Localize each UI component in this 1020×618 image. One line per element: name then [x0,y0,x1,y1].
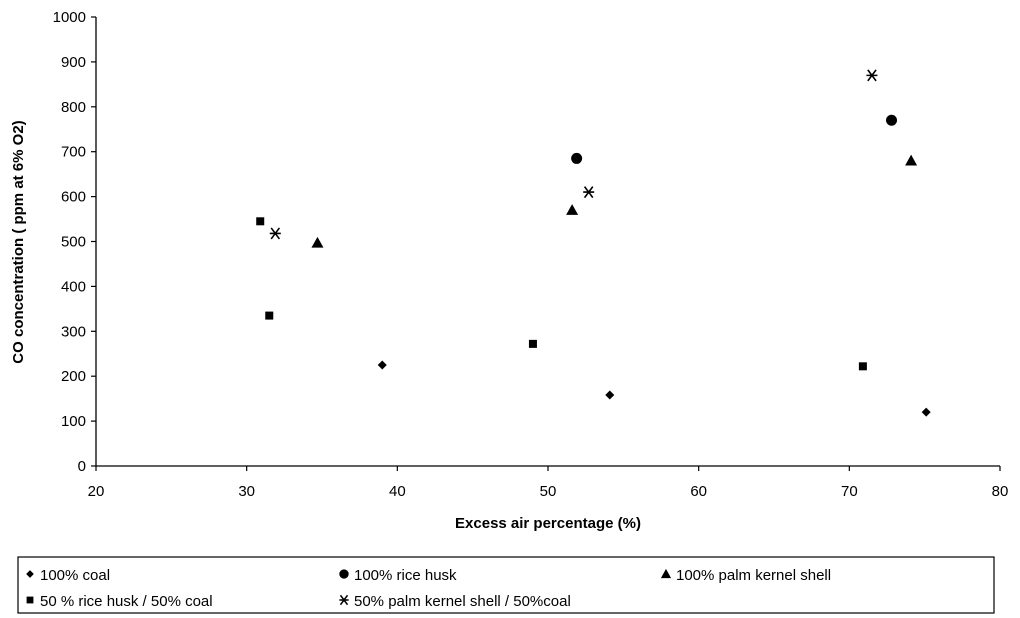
legend-label-0: 100% coal [40,567,110,584]
x-tick-label: 30 [238,483,255,500]
data-point-series-0-1 [605,390,615,400]
data-points [256,69,931,417]
y-tick-label: 400 [61,278,86,295]
data-point-series-0-2 [921,407,931,417]
y-axis-label: CO concentration ( ppm at 6% O2) [10,120,27,363]
y-axis-ticks: 0 100 200 300 400 500 600 700 800 900 1000 [53,9,96,475]
x-tick-label: 20 [88,483,105,500]
legend-label-2: 100% palm kernel shell [676,567,831,584]
y-tick-label: 500 [61,234,86,251]
y-tick-label: 200 [61,368,86,385]
legend-marker-2 [660,568,672,579]
legend-label-3: 50 % rice husk / 50% coal [40,593,213,610]
data-point-series-4-2 [866,69,878,82]
data-point-series-3-0 [256,217,265,226]
data-point-series-1-1 [886,114,898,126]
x-tick-label: 60 [690,483,707,500]
y-tick-label: 600 [61,189,86,206]
legend-label-1: 100% rice husk [354,567,457,584]
legend-marker-4 [339,594,349,606]
data-point-series-2-1 [566,204,579,215]
x-tick-label: 50 [540,483,557,500]
axes [95,17,1000,467]
y-tick-label: 900 [61,54,86,71]
data-point-series-0-0 [377,360,387,370]
data-point-series-1-0 [571,152,583,164]
legend-marker-3 [26,596,34,604]
x-axis-ticks: 20 30 40 50 60 70 80 [88,466,1009,500]
data-point-series-2-0 [311,236,324,248]
data-point-series-4-1 [583,186,595,199]
x-tick-label: 40 [389,483,406,500]
y-tick-label: 0 [78,458,86,475]
data-point-series-3-1 [265,311,274,320]
legend-label-4: 50% palm kernel shell / 50%coal [354,593,571,610]
data-point-series-2-2 [905,154,918,166]
x-tick-label: 80 [992,483,1009,500]
data-point-series-4-0 [269,227,281,240]
y-tick-label: 700 [61,144,86,161]
x-axis-label: Excess air percentage (%) [455,515,641,532]
data-point-series-3-2 [528,339,537,348]
y-tick-label: 100 [61,413,86,430]
legend-marker-0 [26,570,34,578]
legend-marker-1 [339,569,349,579]
legend: 100% coal 100% rice husk 100% palm kernel … [26,567,831,610]
x-tick-label: 70 [841,483,858,500]
y-tick-label: 800 [61,99,86,116]
legend-box [17,556,995,614]
y-tick-label: 300 [61,323,86,340]
y-tick-label: 1000 [53,9,86,26]
data-point-series-3-3 [858,362,867,371]
